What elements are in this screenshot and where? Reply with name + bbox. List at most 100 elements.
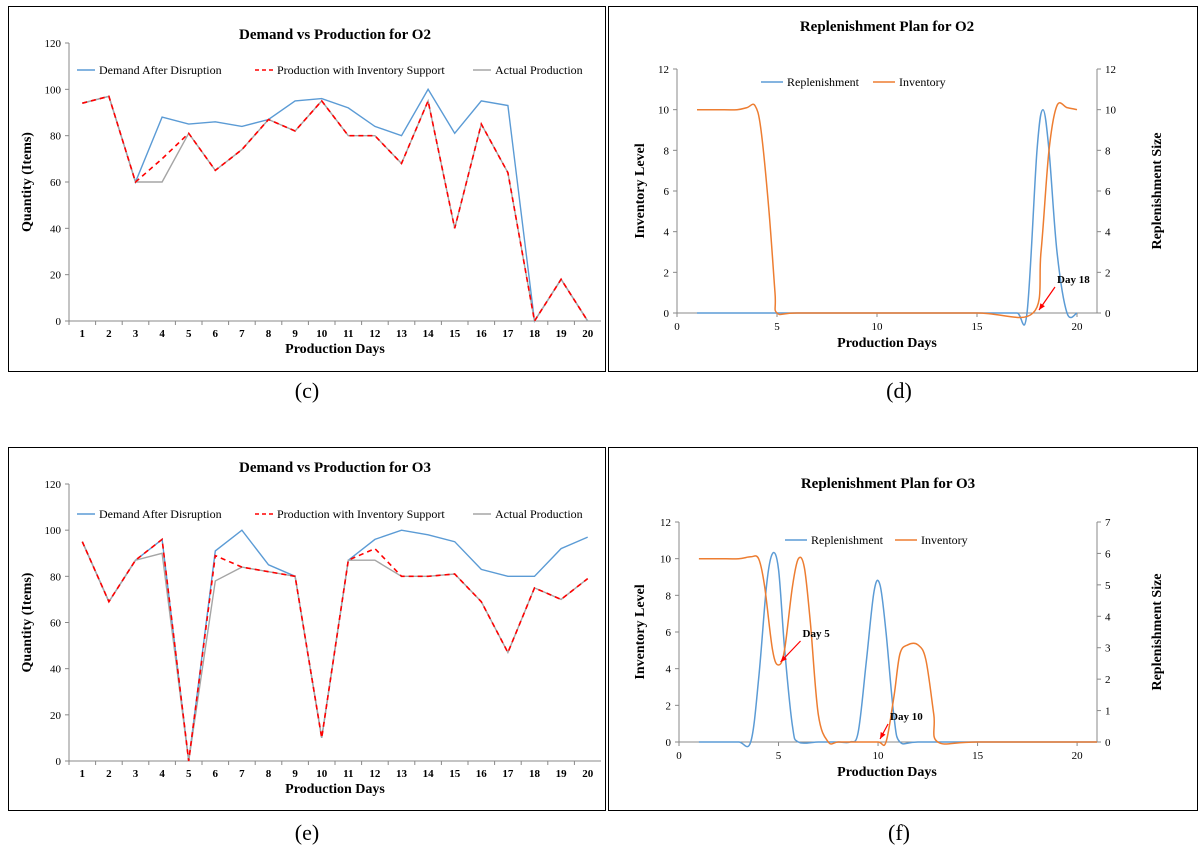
legend-label-1: Replenishment	[787, 75, 860, 89]
series-line-2	[82, 95, 589, 324]
panel-e: Demand vs Production for O3 0 20 40 60 80 100 1…	[8, 447, 606, 811]
annotation-arrow-head	[1039, 303, 1045, 310]
x-tick-label: 20	[1072, 750, 1084, 762]
chart-title: Replenishment Plan for O2	[800, 19, 974, 35]
x-tick-label: 8	[266, 768, 272, 780]
y2-tick-label: 4	[1105, 611, 1111, 623]
y2-tick-label: 8	[1105, 145, 1111, 157]
x-tick-label: 16	[476, 768, 488, 780]
x-tick-label: 2	[106, 328, 112, 340]
x-tick-label: 10	[873, 750, 885, 762]
caption-d: (d)	[886, 378, 912, 403]
x-axis-label: Production Days	[285, 342, 385, 357]
x-tick-label: 15	[449, 328, 461, 340]
y2-tick-label: 2	[1105, 267, 1111, 279]
chart-demand-o2: Demand vs Production for O2 0 20 40 60 80 100 1…	[20, 27, 601, 357]
y2-tick-label: 1	[1105, 706, 1111, 718]
y-tick-label: 20	[50, 270, 62, 282]
legend-label-2: Production with Inventory Support	[277, 63, 445, 77]
caption-c: (c)	[294, 378, 320, 403]
y-tick-label: 6	[664, 186, 670, 198]
y2-tick-label: 7	[1105, 517, 1111, 529]
y-axis-label: Inventory Level	[633, 143, 648, 238]
y-tick-label: 8	[664, 145, 670, 157]
legend-label-1: Replenishment	[811, 533, 884, 547]
y-axis-label: Quantity (Items)	[20, 572, 35, 672]
x-tick-label: 5	[186, 328, 192, 340]
y-tick-label: 120	[45, 479, 62, 491]
x-tick-label: 18	[529, 768, 541, 780]
x-tick-label: 13	[396, 328, 408, 340]
series-line-3	[81, 541, 589, 762]
x-tick-label: 8	[266, 328, 272, 340]
y2-tick-label: 10	[1105, 105, 1117, 117]
x-tick-label: 1	[80, 768, 86, 780]
x-tick-label: 20	[1072, 321, 1084, 333]
y-tick-label: 80	[50, 571, 62, 583]
x-tick-label: 13	[396, 768, 408, 780]
panel-f: Replenishment Plan for O3 0 2 4 6 8 10 12 0 1 2 3 4 5…	[608, 447, 1198, 811]
annotation-arrow-head	[880, 732, 886, 739]
x-tick-label: 5	[774, 321, 780, 333]
x-tick-label: 14	[423, 328, 435, 340]
y2-tick-label: 12	[1105, 64, 1116, 76]
y-tick-label: 0	[664, 308, 670, 320]
x-tick-label: 20	[582, 768, 594, 780]
chart-demand-o3: Demand vs Production for O3 0 20 40 60 80 100 1…	[20, 460, 601, 797]
x-tick-label: 2	[106, 768, 112, 780]
legend-label-1: Demand After Disruption	[99, 63, 222, 77]
series-line-replenishment	[698, 551, 1097, 748]
y-axis-label: Quantity (Items)	[20, 132, 35, 232]
y2-tick-label: 0	[1105, 737, 1111, 749]
y2-axis-label: Replenishment Size	[1150, 573, 1165, 690]
y-tick-label: 40	[50, 223, 62, 235]
chart-replenishment-o2: Replenishment Plan for O2 0 2 4 6 8 10 12 0 2 4 6 8 1…	[633, 19, 1165, 351]
legend-label-1: Demand After Disruption	[99, 507, 222, 521]
x-tick-label: 15	[972, 321, 984, 333]
x-tick-label: 3	[133, 328, 139, 340]
x-tick-label: 14	[423, 768, 435, 780]
x-tick-label: 7	[239, 328, 245, 340]
x-tick-label: 6	[213, 768, 219, 780]
y-tick-label: 10	[660, 554, 672, 566]
x-tick-label: 17	[502, 768, 514, 780]
annotation-label: Day 18	[1057, 274, 1090, 286]
legend-label-3: Actual Production	[495, 63, 583, 77]
chart-title: Replenishment Plan for O3	[801, 476, 975, 492]
annotation-arrow-head	[780, 655, 787, 662]
y-tick-label: 2	[666, 700, 672, 712]
x-tick-label: 10	[316, 328, 328, 340]
y-tick-label: 0	[666, 737, 672, 749]
panel-d: Replenishment Plan for O2 0 2 4 6 8 10 12 0 2 4 6 8 1…	[608, 6, 1198, 372]
x-tick-label: 19	[556, 768, 568, 780]
y-tick-label: 0	[56, 756, 62, 768]
y-axis-label: Inventory Level	[633, 584, 648, 679]
x-tick-label: 16	[476, 328, 488, 340]
x-tick-label: 4	[159, 328, 165, 340]
chart-replenishment-o3: Replenishment Plan for O3024681012012345…	[633, 476, 1165, 780]
x-tick-label: 0	[676, 750, 682, 762]
x-tick-label: 12	[369, 768, 381, 780]
y-tick-label: 80	[50, 131, 62, 143]
x-tick-label: 4	[159, 768, 165, 780]
caption-f: (f)	[888, 820, 910, 845]
x-tick-label: 7	[239, 768, 245, 780]
x-tick-label: 18	[529, 328, 541, 340]
annotation-label: Day 5	[803, 628, 831, 640]
x-tick-label: 5	[186, 768, 192, 780]
x-tick-label: 15	[449, 768, 461, 780]
y-tick-label: 2	[664, 267, 670, 279]
x-tick-label: 9	[292, 328, 298, 340]
y2-tick-label: 4	[1105, 227, 1111, 239]
y2-tick-label: 6	[1105, 186, 1111, 198]
y2-tick-label: 6	[1105, 548, 1111, 560]
chart-title: Demand vs Production for O3	[239, 460, 431, 476]
series-line-1	[82, 87, 589, 324]
y2-axis-label: Replenishment Size	[1150, 132, 1165, 249]
x-tick-label: 3	[133, 768, 139, 780]
y2-tick-label: 0	[1105, 308, 1111, 320]
x-tick-label: 11	[343, 328, 353, 340]
legend-label-2: Inventory	[921, 533, 968, 547]
x-axis-label: Production Days	[285, 782, 385, 797]
x-axis-label: Production Days	[837, 336, 937, 351]
